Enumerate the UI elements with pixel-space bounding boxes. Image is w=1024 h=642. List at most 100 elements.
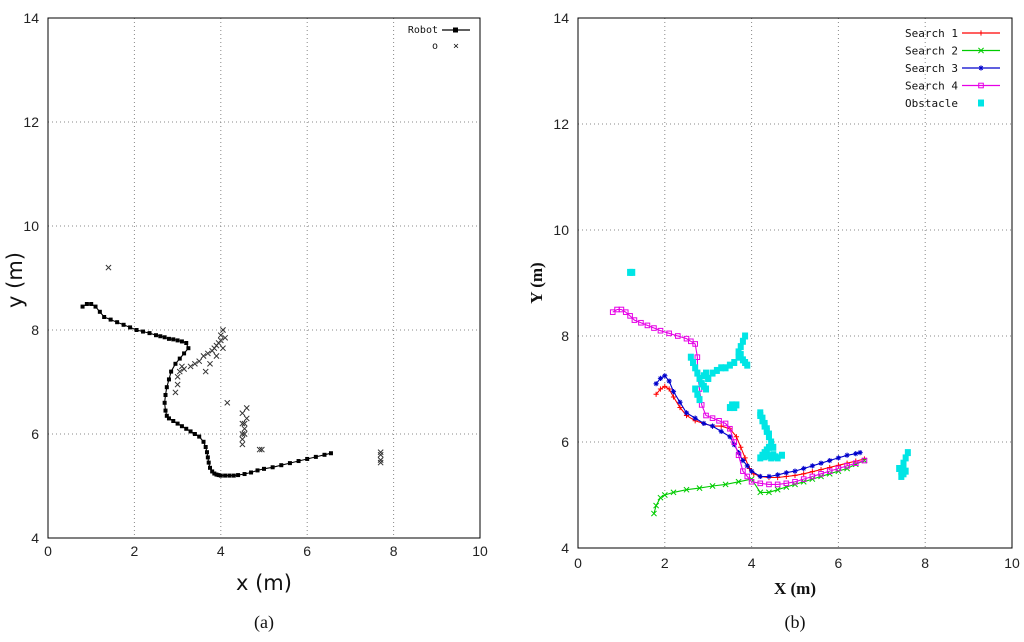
chart-a-series-0-point-3 — [93, 304, 98, 309]
chart-b-series-1-point-2 — [657, 494, 664, 501]
chart-b-series-3-point-5 — [631, 317, 638, 323]
chart-a-series-0-point-28 — [163, 393, 168, 397]
chart-b-ytick-2: 8 — [561, 328, 569, 344]
chart-a-series-0-point-32 — [166, 416, 171, 421]
chart-b-series-3-point-3 — [622, 309, 629, 315]
legend-a-obstacle-label: o — [432, 41, 438, 52]
chart-b-series-2-point-26 — [835, 455, 841, 461]
chart-a-series-1-point-17 — [217, 332, 224, 339]
chart-a-series-1-point-7 — [187, 363, 194, 370]
chart-b-ytick-4: 12 — [553, 116, 569, 132]
chart-a-series-1 — [105, 264, 384, 466]
chart-a-series-1-point-3 — [174, 373, 181, 380]
chart-b-series-0-point-13 — [738, 444, 744, 450]
chart-a-series-0-point-63 — [305, 456, 310, 461]
chart-a-tick-labels: 0 2 4 6 8 10 4 6 8 10 12 14 — [23, 10, 488, 559]
chart-b-series-1-point-7 — [709, 483, 716, 489]
chart-a-series-0-point-31 — [164, 413, 169, 418]
chart-b-series-3-point-22 — [722, 420, 729, 427]
chart-b-series-0-point-23 — [809, 469, 815, 475]
chart-b-series-3-point-9 — [657, 327, 664, 334]
chart-b-xtick-3: 6 — [835, 555, 843, 571]
chart-b-series-3-point-34 — [800, 476, 807, 482]
chart-b-series-2-point-11 — [727, 434, 733, 440]
chart-a-series-0-point-56 — [249, 470, 254, 475]
chart-b-series-4-point-51 — [765, 443, 772, 451]
chart-a-series-1-point-39 — [377, 451, 384, 458]
chart-b-series-4-point-15 — [726, 361, 733, 369]
chart-a-xtick-0: 0 — [44, 543, 52, 559]
chart-b-legend: Search 1 Search 2 Search 3 Search 4 Obstacle — [905, 27, 1000, 110]
chart-b-series-0-point-5 — [677, 404, 683, 411]
chart-b-series-4-point-14 — [722, 364, 729, 372]
chart-a-series-1-point-20 — [220, 345, 226, 352]
chart-a-series-0-point-36 — [184, 426, 189, 431]
chart-b-series-0-line — [655, 385, 865, 479]
chart-a-series-1-point-30 — [241, 420, 248, 427]
chart-a-series-1-point-16 — [217, 337, 224, 344]
chart-b-series-0-point-1 — [657, 386, 664, 392]
chart-a-series-1-point-26 — [239, 431, 246, 437]
chart-b-ytick-3: 10 — [553, 222, 569, 238]
chart-b-series-2-point-9 — [709, 423, 716, 429]
chart-a-series-0-point-26 — [166, 377, 171, 382]
legend-b-series-0-label: Search 1 — [905, 27, 958, 40]
chart-b-series-2-point-4 — [670, 389, 677, 395]
chart-b-series-4-point-48 — [765, 430, 772, 438]
chart-b-series-3-point-8 — [651, 325, 657, 331]
chart-a-series-0-point-52 — [227, 473, 232, 478]
chart-b-series-1-point-3 — [661, 492, 668, 498]
chart-a-series-0-point-6 — [108, 317, 113, 322]
chart-b-series-3-point-38 — [835, 465, 842, 472]
chart-panel-a: 0 2 4 6 8 10 4 6 8 10 12 14 x (m) y (m) Robot o × (… — [3, 10, 488, 633]
chart-a-series-1-point-35 — [256, 446, 263, 453]
chart-b-series-4-point-6 — [696, 374, 703, 382]
chart-a-series-1-point-34 — [239, 436, 246, 443]
chart-b-series-2-point-8 — [701, 420, 707, 427]
chart-a-series-0-point-20 — [184, 341, 189, 345]
chart-b-series-3-point-23 — [727, 425, 733, 432]
chart-a-series-0-point-1 — [84, 302, 89, 306]
chart-a-ytick-1: 6 — [31, 426, 39, 442]
chart-a-series-0 — [80, 302, 333, 478]
chart-b-xtick-5: 10 — [1004, 555, 1020, 571]
chart-b-series-1-point-4 — [670, 489, 677, 496]
chart-a-series-0-point-9 — [128, 325, 133, 330]
chart-a-series-0-point-37 — [188, 429, 193, 434]
chart-b-series-4-point-1 — [629, 268, 636, 276]
chart-a-series-0-point-18 — [175, 338, 180, 343]
chart-b-series-3-point-40 — [852, 460, 859, 466]
chart-a-series-1-point-31 — [243, 415, 250, 422]
chart-b-series-4-point-16 — [731, 359, 738, 366]
chart-b-series-4-point-2 — [687, 353, 694, 361]
chart-a-series-0-point-19 — [179, 339, 184, 344]
chart-b-series-3-point-37 — [826, 468, 833, 474]
chart-a-series-0-point-7 — [115, 320, 120, 325]
chart-a-series-1-point-24 — [207, 360, 213, 367]
chart-a-series-0-point-13 — [154, 333, 158, 338]
chart-b-series-1-point-8 — [722, 481, 729, 488]
chart-a-series-1-point-4 — [176, 368, 183, 375]
chart-b-series-4-point-66 — [904, 449, 911, 457]
chart-a-series-0-point-17 — [171, 337, 176, 342]
chart-b-series-2-point-3 — [666, 378, 672, 384]
chart-a-series-0-point-46 — [210, 469, 215, 474]
chart-b-series-3-point-14 — [692, 341, 698, 347]
chart-b-series-0 — [653, 383, 868, 481]
chart-a-series-0-point-59 — [270, 465, 275, 470]
chart-a-series-1-point-10 — [200, 353, 207, 359]
chart-b-series-4-point-45 — [759, 414, 766, 422]
chart-a-series-0-point-12 — [147, 331, 152, 336]
chart-a-series-0-point-65 — [322, 452, 327, 457]
chart-a-series-1-point-6 — [181, 366, 188, 372]
chart-a-series-0-point-0 — [80, 304, 85, 309]
chart-a-series-0-point-41 — [203, 445, 208, 449]
chart-a-series-1-point-27 — [239, 420, 246, 427]
chart-b-series-3-point-31 — [774, 481, 781, 488]
chart-a-series-1-point-19 — [222, 334, 229, 341]
chart-b-series-3-point-33 — [792, 478, 798, 485]
chart-b-series-2-point-25 — [827, 457, 833, 464]
chart-b-series-1-point-5 — [683, 486, 690, 493]
chart-b-xtick-0: 0 — [574, 555, 582, 571]
chart-a-series-1-point-32 — [243, 405, 250, 411]
